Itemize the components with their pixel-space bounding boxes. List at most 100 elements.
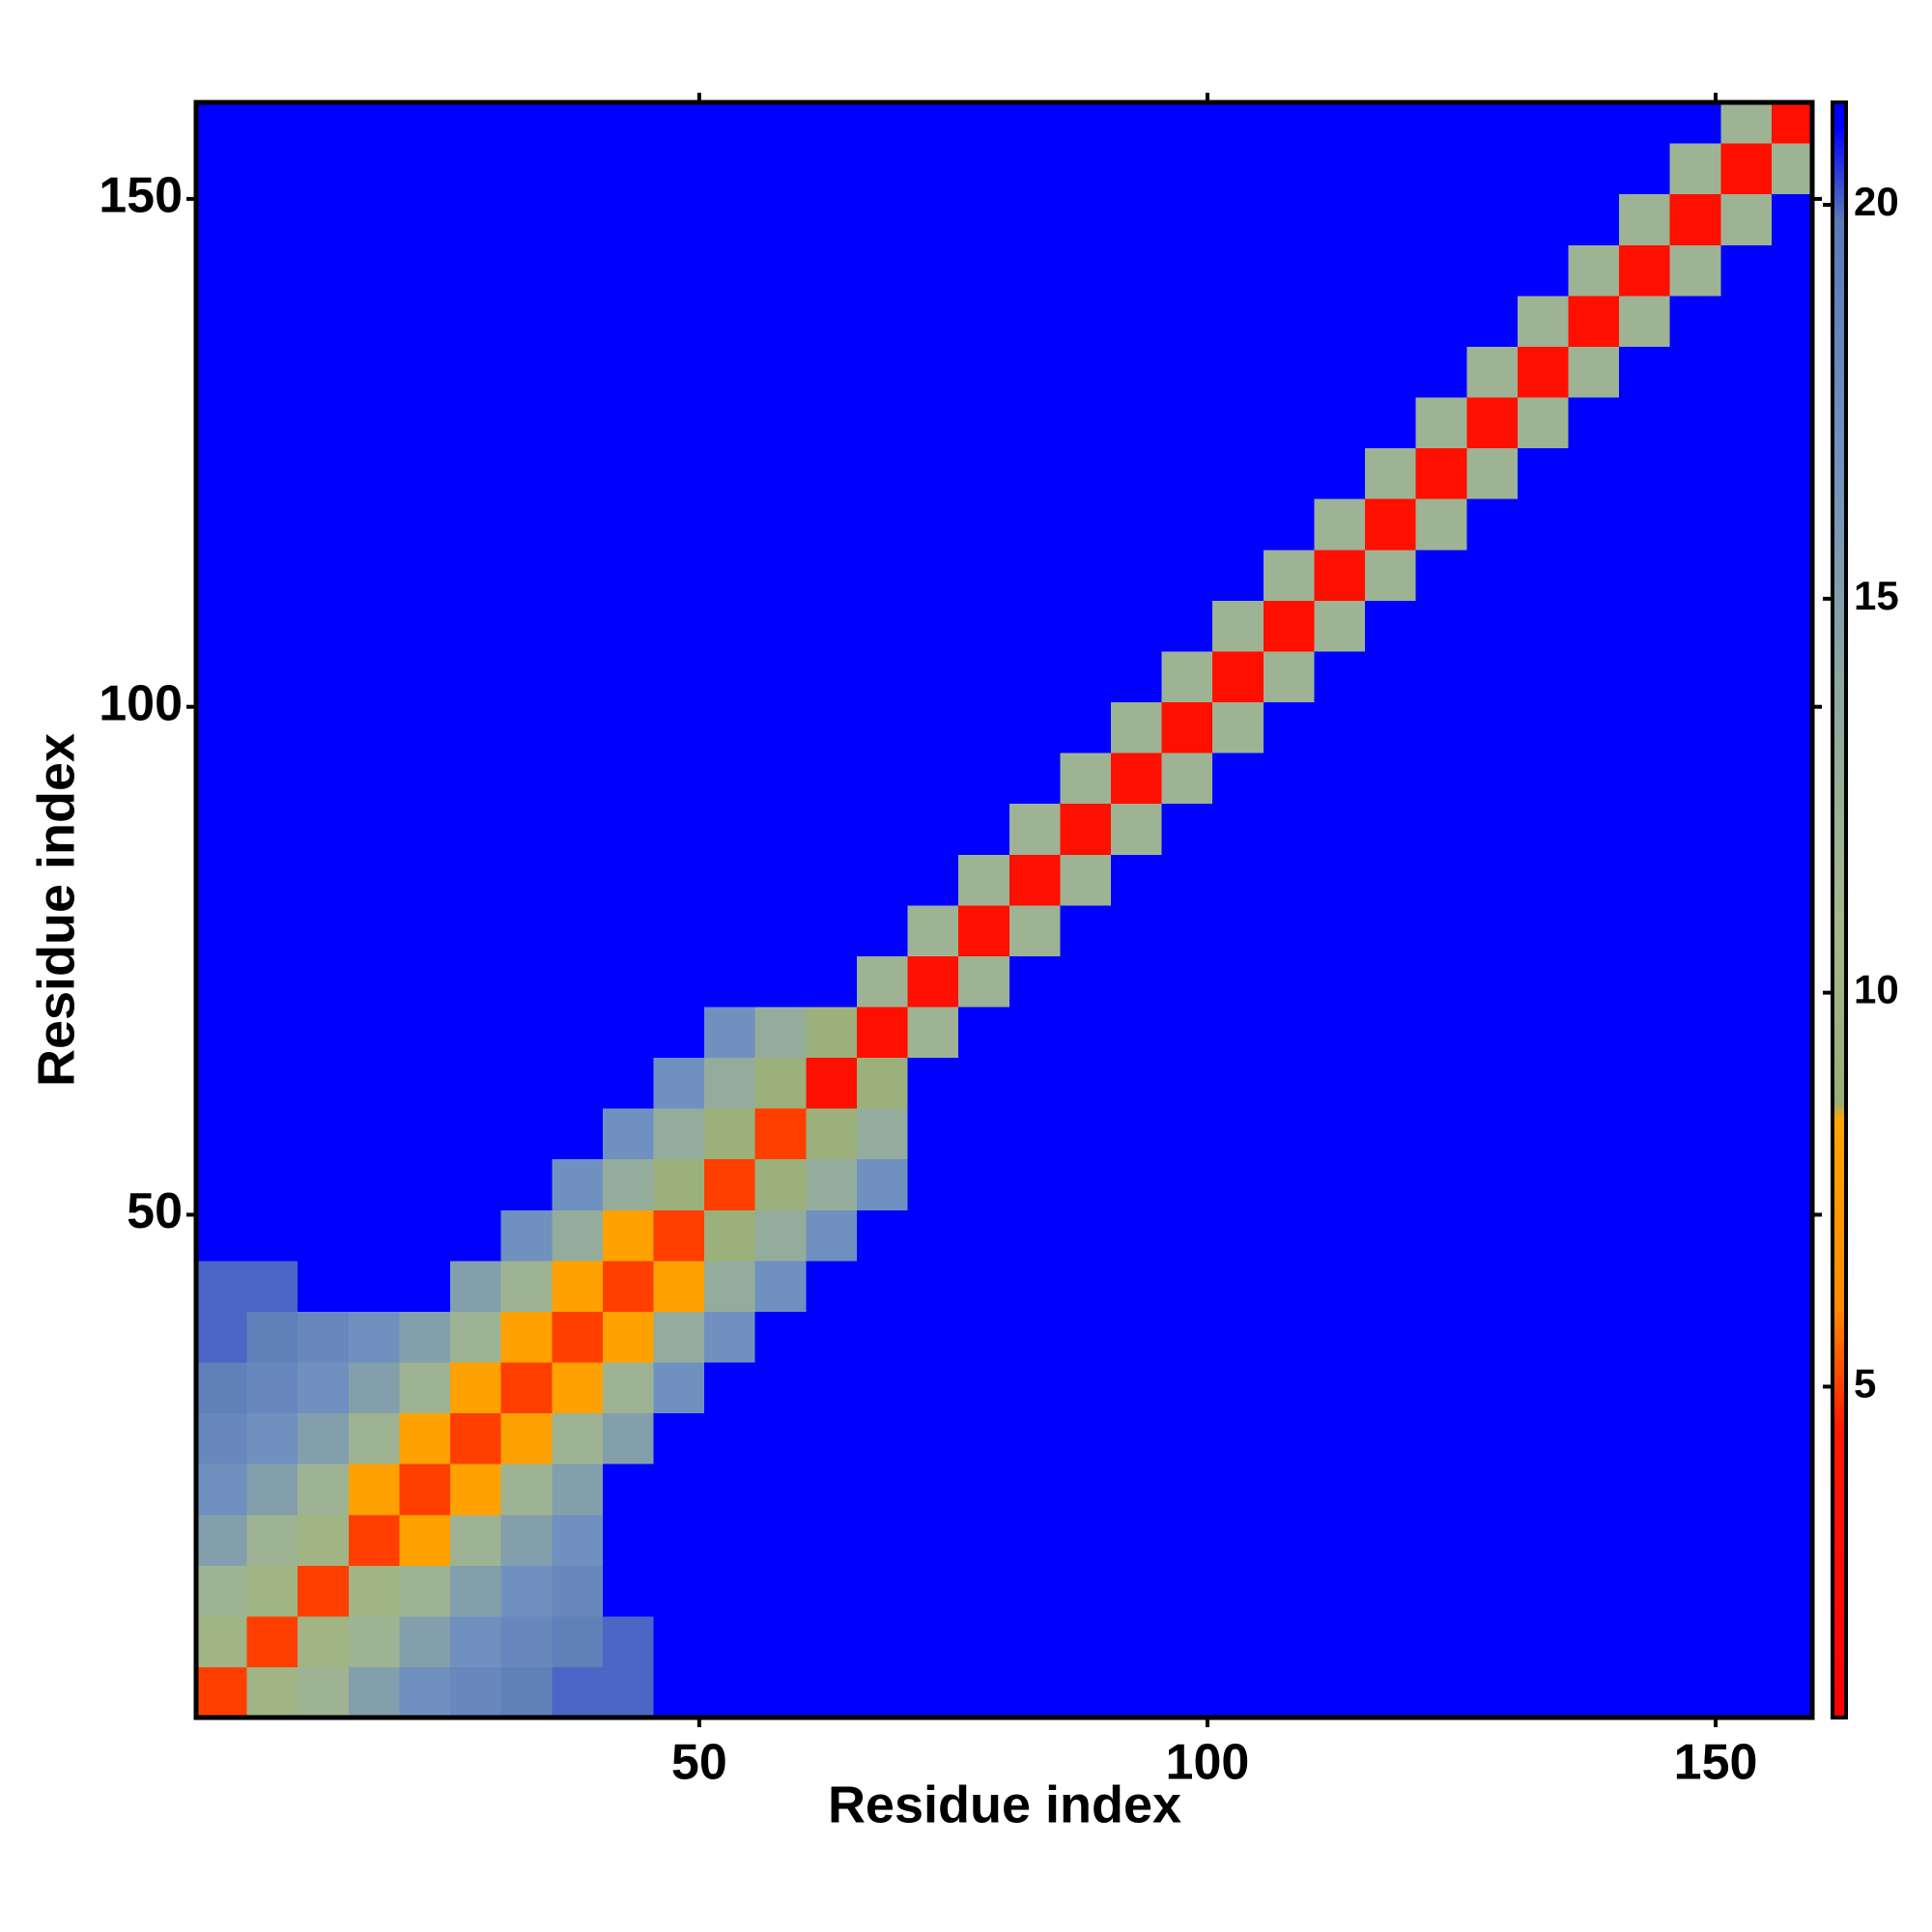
cell <box>806 396 858 449</box>
cell <box>1263 396 1316 449</box>
cell <box>298 295 350 347</box>
cell <box>1110 1260 1163 1312</box>
cell <box>1720 701 1773 753</box>
cell <box>1060 193 1112 245</box>
cell <box>246 1311 298 1363</box>
cell <box>500 1514 553 1566</box>
cell <box>1669 803 1721 855</box>
cell <box>1009 1666 1061 1719</box>
cell <box>856 1108 909 1160</box>
cell <box>399 193 451 245</box>
cell <box>246 549 298 601</box>
cell <box>1212 193 1264 245</box>
cell <box>500 1158 553 1210</box>
cell <box>1263 1412 1316 1464</box>
cell <box>246 244 298 297</box>
cell <box>1060 346 1112 398</box>
cell <box>450 1514 502 1566</box>
cell <box>907 1615 959 1668</box>
cell <box>552 295 604 347</box>
cell <box>602 1666 655 1719</box>
cell <box>552 1260 604 1312</box>
cell <box>1669 650 1721 703</box>
cell <box>552 498 604 551</box>
cell <box>500 1565 553 1617</box>
cell <box>1009 753 1061 805</box>
cell <box>196 1158 248 1210</box>
cell <box>1263 1108 1316 1160</box>
cell <box>1619 498 1671 551</box>
cell <box>602 396 655 449</box>
cell <box>1517 498 1570 551</box>
cell <box>856 143 909 195</box>
cell <box>1212 1514 1264 1566</box>
cell <box>1568 1361 1620 1414</box>
cell <box>1009 1006 1061 1059</box>
cell <box>399 1412 451 1464</box>
cell <box>1263 244 1316 297</box>
cell <box>399 1311 451 1363</box>
cell <box>602 1209 655 1262</box>
cell <box>1009 295 1061 347</box>
cell <box>196 803 248 855</box>
cell <box>1263 753 1316 805</box>
cell <box>704 1412 756 1464</box>
cell <box>1720 1615 1773 1668</box>
cell <box>450 1463 502 1516</box>
cell <box>1212 346 1264 398</box>
cell <box>907 1463 959 1516</box>
cell <box>450 1615 502 1668</box>
cell <box>1568 803 1620 855</box>
cell <box>298 498 350 551</box>
cell <box>1365 1057 1417 1109</box>
cell <box>1212 143 1264 195</box>
cell <box>196 1209 248 1262</box>
cell <box>704 1158 756 1210</box>
cell <box>856 1006 909 1059</box>
cell <box>1212 753 1264 805</box>
cell <box>1771 753 1813 805</box>
cell <box>246 1361 298 1414</box>
cell <box>500 1108 553 1160</box>
cell <box>602 1057 655 1109</box>
cell <box>1415 904 1467 956</box>
cell <box>602 1006 655 1059</box>
cell <box>196 1260 248 1312</box>
cell <box>1568 600 1620 652</box>
cell <box>348 346 401 398</box>
cell <box>1771 1108 1813 1160</box>
cell <box>907 1565 959 1617</box>
cell <box>1060 143 1112 195</box>
x-tick-label: 50 <box>671 1735 727 1791</box>
cell <box>1212 498 1264 551</box>
cell <box>450 854 502 906</box>
cell <box>1771 193 1813 245</box>
cell <box>1110 1209 1163 1262</box>
cell <box>856 854 909 906</box>
cell <box>196 753 248 805</box>
cell <box>1720 143 1773 195</box>
cell <box>450 600 502 652</box>
cell <box>196 549 248 601</box>
cell <box>907 102 959 144</box>
cell <box>1720 447 1773 499</box>
cell <box>1110 1006 1163 1059</box>
cell <box>1110 1361 1163 1414</box>
cell <box>1365 600 1417 652</box>
cell <box>1161 143 1213 195</box>
cell <box>399 1108 451 1160</box>
cell <box>500 1260 553 1312</box>
cell <box>246 447 298 499</box>
cell <box>1568 346 1620 398</box>
cell <box>907 244 959 297</box>
cell <box>704 1666 756 1719</box>
cell <box>246 143 298 195</box>
cell <box>754 102 807 144</box>
cell <box>1110 295 1163 347</box>
cell <box>450 1209 502 1262</box>
cell <box>450 1108 502 1160</box>
cell <box>348 244 401 297</box>
cell <box>196 1006 248 1059</box>
cell <box>856 701 909 753</box>
cell <box>856 1666 909 1719</box>
